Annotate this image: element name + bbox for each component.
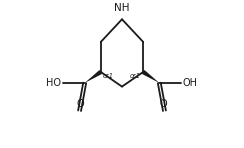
Text: HO: HO — [46, 78, 61, 88]
Polygon shape — [142, 70, 159, 83]
Polygon shape — [85, 70, 102, 83]
Text: NH: NH — [114, 3, 130, 13]
Text: or1: or1 — [130, 73, 141, 79]
Text: or1: or1 — [103, 73, 114, 79]
Text: O: O — [76, 99, 84, 108]
Text: OH: OH — [183, 78, 198, 88]
Text: O: O — [160, 99, 168, 108]
